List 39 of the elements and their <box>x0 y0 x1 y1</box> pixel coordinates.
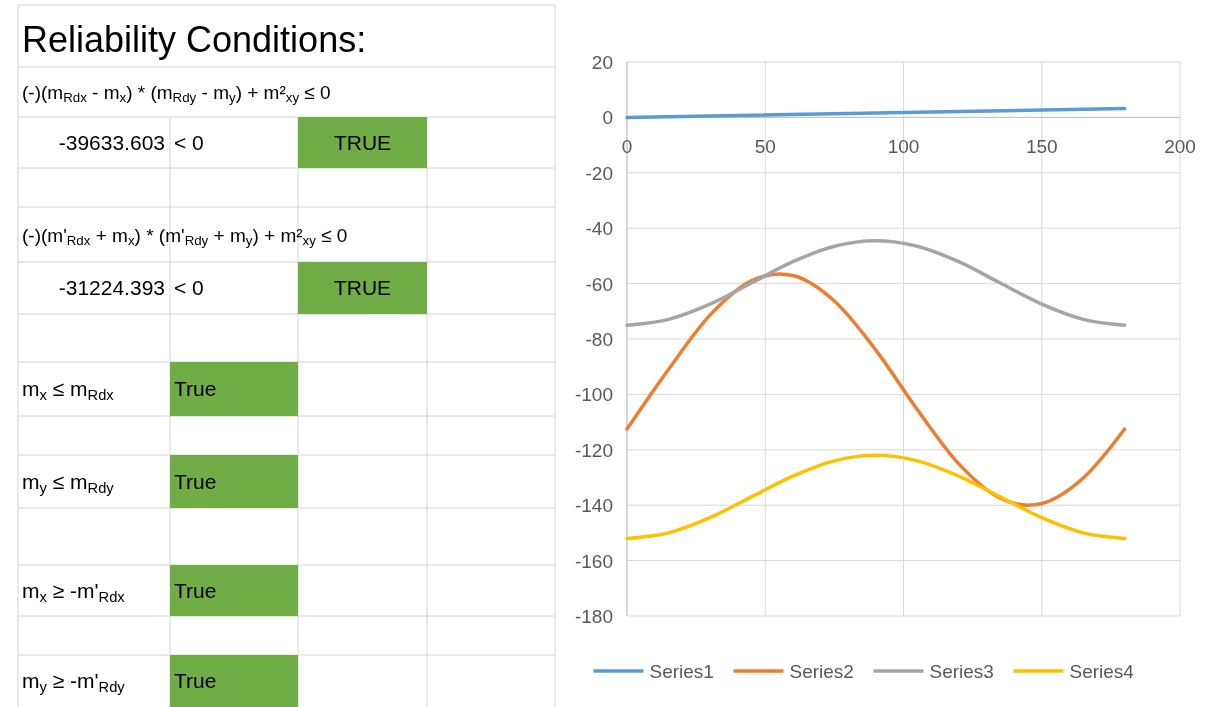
legend-label: Series1 <box>649 661 714 682</box>
text: Reliability Conditions: <box>22 19 367 60</box>
x-tick-label: 150 <box>1025 136 1058 158</box>
x-tick-label: 50 <box>754 136 776 158</box>
legend-label: Series3 <box>929 661 994 682</box>
x-tick-label: 0 <box>621 136 633 158</box>
legend-label: Series4 <box>1069 661 1135 682</box>
y-tick-label: -180 <box>574 606 613 627</box>
y-tick-label: 0 <box>602 107 613 129</box>
y-tick-label: -160 <box>574 550 613 572</box>
text: True <box>174 377 217 400</box>
y-tick-label: -140 <box>574 495 613 517</box>
x-tick-label: 200 <box>1164 136 1196 158</box>
legend-label: Series2 <box>789 661 854 682</box>
y-tick-label: -60 <box>585 273 613 295</box>
text: True <box>174 578 217 602</box>
text: (-)(m$_{Rdx}$ - m$_{x}$) * (m$_{Rdy}$ - m$_{y}$) + m²$_{xy}$ ≤ 0 <box>22 82 331 106</box>
y-tick-label: -100 <box>574 384 613 406</box>
x-tick-label: 100 <box>887 136 920 158</box>
text: m$_{x}$ ≥ -m'$_{Rdx}$ <box>22 578 126 605</box>
text: -39633.603 <box>58 130 165 154</box>
text: m$_{x}$ ≤ m$_{Rdx}$ <box>22 377 115 403</box>
y-tick-label: -40 <box>585 218 613 240</box>
line-series <box>625 238 1127 327</box>
text: (-)(m'$_{Rdx}$ + m$_{x}$) * (m'$_{Rdy}$ + m$_{y}$) + m²$_{xy}$ ≤ 0 <box>22 224 348 248</box>
y-tick-label: 20 <box>591 52 613 73</box>
text: m$_{y}$ ≤ m$_{Rdy}$ <box>22 469 115 496</box>
text: < 0 <box>174 276 204 299</box>
text: True <box>174 669 217 692</box>
text: -31224.393 <box>58 276 165 299</box>
y-tick-label: -80 <box>585 329 613 350</box>
text: TRUE <box>333 130 392 154</box>
text: TRUE <box>333 276 392 299</box>
text: True <box>174 469 217 493</box>
y-tick-label: -120 <box>574 439 613 461</box>
text: m$_{y}$ ≥ -m'$_{Rdy}$ <box>22 669 126 695</box>
y-tick-label: -20 <box>585 162 613 184</box>
text: < 0 <box>174 130 204 154</box>
line-series <box>625 453 1127 541</box>
